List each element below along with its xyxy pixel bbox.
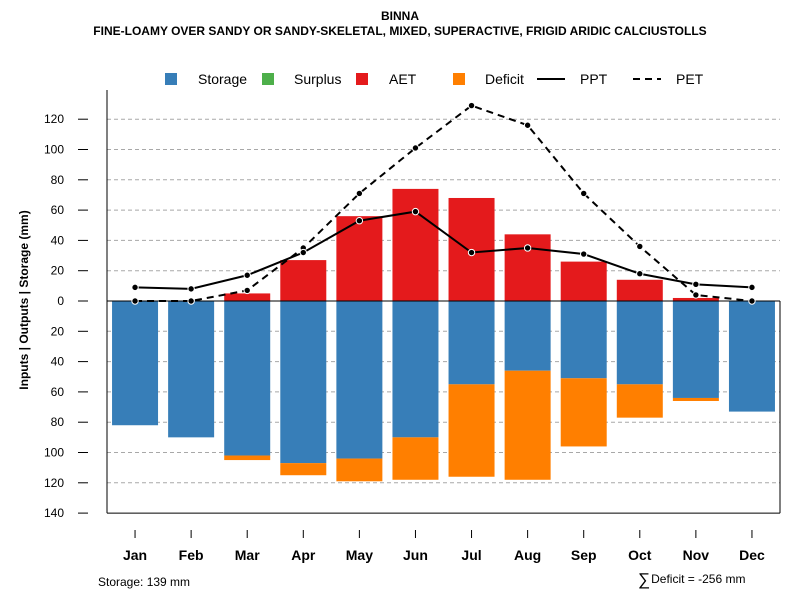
ppt-point (131, 283, 139, 292)
deficit-total-note: ∑Deficit = -256 mm (638, 570, 745, 590)
aet-bar (616, 279, 663, 301)
deficit-total-text: Deficit = -256 mm (651, 572, 746, 586)
y-tick-label: 80 (51, 173, 65, 187)
y-tick-label: 120 (44, 112, 64, 126)
ppt-point (467, 248, 476, 257)
deficit-bar (504, 370, 551, 480)
chart-title: BINNA (381, 9, 419, 23)
storage-bar (728, 301, 775, 412)
aet-bar (224, 293, 271, 301)
pet-point (467, 101, 476, 110)
x-tick-label: Dec (739, 547, 765, 563)
pet-point (523, 121, 532, 129)
pet-point (580, 189, 588, 198)
x-tick-label: Jun (403, 547, 428, 563)
sigma-symbol: ∑ (638, 570, 651, 589)
ppt-point (580, 250, 588, 258)
legend-surplus-label: Surplus (294, 71, 341, 87)
pet-line (135, 104, 753, 302)
ppt-point (748, 283, 756, 292)
deficit-bar (224, 455, 271, 461)
pet-point (411, 144, 420, 152)
x-tick-label: Mar (235, 547, 260, 563)
legend-aet-label: AET (389, 71, 417, 87)
storage-bar (448, 301, 495, 385)
storage-bar (616, 301, 663, 385)
x-tick-label: Apr (291, 547, 316, 563)
pet-point (355, 189, 364, 198)
storage-total-note: Storage: 139 mm (98, 575, 191, 589)
legend-surplus-swatch (262, 73, 274, 85)
x-tick-label: Nov (683, 547, 710, 563)
pet-point (692, 291, 700, 299)
storage-bar (112, 301, 159, 426)
storage-bar (560, 301, 607, 379)
deficit-bar (336, 458, 383, 482)
storage-bar (504, 301, 551, 371)
pet-point (187, 297, 195, 305)
ppt-point (636, 270, 644, 278)
y-tick-label: 40 (51, 233, 65, 247)
pet-point (748, 297, 756, 305)
deficit-bar (616, 384, 663, 418)
legend-ppt-label: PPT (580, 71, 608, 87)
y-tick-label: 0 (57, 294, 64, 308)
legend-aet-swatch (356, 73, 368, 85)
pet-point (636, 242, 644, 251)
pet-point (243, 286, 251, 295)
aet-bar (280, 260, 327, 301)
legend-storage-label: Storage (198, 71, 247, 87)
deficit-bar (672, 397, 719, 401)
storage-bar (168, 301, 215, 438)
storage-bar (224, 301, 271, 456)
storage-bar (280, 301, 327, 464)
ppt-point (523, 244, 532, 252)
x-tick-label: Sep (571, 547, 597, 563)
y-tick-label: 60 (51, 385, 65, 399)
ppt-point (299, 248, 307, 257)
ppt-point (355, 217, 364, 225)
x-tick-label: May (346, 547, 373, 563)
pet-point (131, 297, 139, 305)
x-tick-label: Jan (123, 547, 147, 563)
x-tick-label: Jul (461, 547, 481, 563)
y-tick-label: 60 (51, 203, 65, 217)
aet-bar (672, 297, 719, 301)
x-tick-label: Aug (514, 547, 541, 563)
legend-pet-label: PET (676, 71, 704, 87)
deficit-bar (392, 437, 439, 480)
ppt-point (243, 271, 251, 279)
chart-subtitle: FINE-LOAMY OVER SANDY OR SANDY-SKELETAL,… (93, 24, 707, 38)
storage-bar (392, 301, 439, 438)
x-tick-label: Feb (179, 547, 204, 563)
aet-bar (392, 188, 439, 301)
ppt-point (411, 207, 420, 216)
deficit-bar (280, 463, 327, 476)
ppt-line (135, 210, 753, 290)
y-tick-label: 140 (44, 506, 64, 520)
y-tick-label: 100 (44, 143, 64, 157)
y-axis-title: Inputs | Outputs | Storage (mm) (17, 210, 31, 389)
aet-bar (560, 261, 607, 301)
storage-bar (336, 301, 383, 459)
legend-storage-swatch (165, 73, 177, 85)
deficit-bar (560, 378, 607, 447)
y-tick-label: 40 (51, 355, 65, 369)
storage-bar (672, 301, 719, 398)
y-tick-label: 20 (51, 264, 65, 278)
y-tick-label: 80 (51, 415, 65, 429)
legend-deficit-swatch (453, 73, 465, 85)
ppt-point (692, 280, 700, 289)
y-tick-label: 100 (44, 446, 64, 460)
ppt-point (187, 285, 195, 293)
deficit-bar (448, 384, 495, 477)
x-tick-label: Oct (628, 547, 652, 563)
y-tick-label: 20 (51, 324, 65, 338)
y-tick-label: 120 (44, 476, 64, 490)
legend-deficit-label: Deficit (485, 71, 524, 87)
